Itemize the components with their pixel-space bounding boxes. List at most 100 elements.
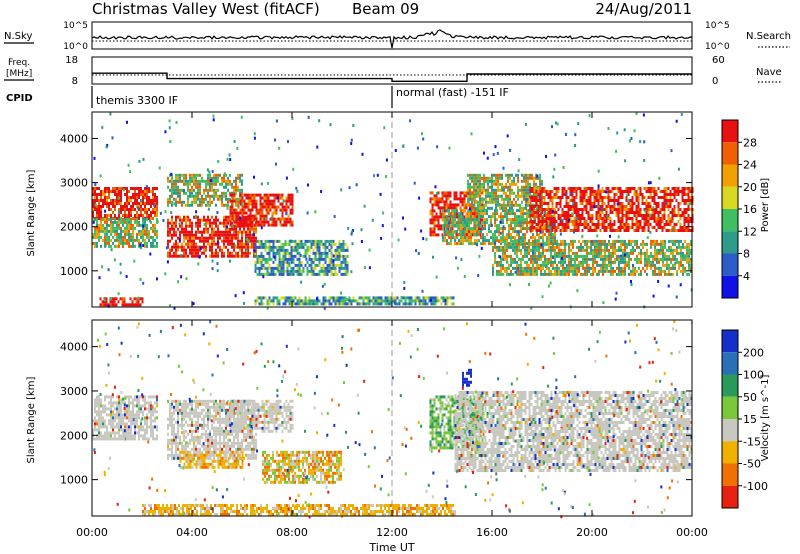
heatmap-cell [494, 224, 496, 228]
heatmap-cell [485, 176, 487, 180]
heatmap-cell [585, 223, 588, 226]
heatmap-cell [272, 251, 275, 255]
heatmap-cell [213, 230, 215, 234]
heatmap-cell [110, 220, 112, 224]
heatmap-cell [356, 299, 359, 303]
heatmap-cell [539, 176, 541, 180]
heatmap-cell [533, 226, 536, 229]
heatmap-cell [512, 212, 514, 216]
heatmap-cell [416, 296, 419, 300]
heatmap-cell [175, 221, 177, 225]
heatmap-cell [284, 254, 287, 258]
heatmap-cell [675, 193, 678, 196]
heatmap-cell [146, 223, 148, 227]
heatmap-cell [183, 227, 185, 231]
heatmap-cell [142, 235, 144, 239]
heatmap-cell [142, 196, 144, 199]
heatmap-cell [213, 188, 215, 192]
heatmap-cell [617, 217, 620, 220]
heatmap-cell [342, 239, 345, 243]
heatmap-cell [254, 254, 257, 258]
heatmap-cell [670, 239, 672, 243]
heatmap-cell [126, 190, 128, 193]
heatmap-cell [432, 299, 435, 303]
heatmap-cell [514, 224, 516, 228]
heatmap-cell [223, 230, 225, 234]
heatmap-cell [195, 248, 197, 252]
heatmap-cell [544, 218, 546, 222]
heatmap-cell [96, 196, 98, 199]
heatmap-cell [554, 272, 556, 276]
heatmap-cell [470, 218, 472, 222]
heatmap-cell [263, 193, 266, 197]
heatmap-cell [624, 242, 626, 246]
heatmap-cell [130, 238, 132, 242]
heatmap-cell [260, 257, 263, 261]
heatmap-cell [328, 257, 331, 261]
heatmap-cell [467, 197, 469, 201]
heatmap-cell [514, 239, 516, 243]
heatmap-cell [144, 226, 146, 230]
heatmap-cell [296, 257, 299, 261]
heatmap-cell [638, 245, 640, 249]
heatmap-cell [688, 242, 690, 246]
heatmap-cell [360, 302, 363, 306]
heatmap-cell [569, 217, 572, 220]
heatmap-cell [467, 200, 469, 204]
heatmap-cell [620, 266, 622, 270]
heatmap-cell [320, 251, 323, 255]
heatmap-cell [132, 235, 134, 239]
heatmap-cell [586, 248, 588, 252]
heatmap-cell [129, 297, 132, 301]
heatmap-cell [124, 202, 126, 205]
heatmap-cell [506, 245, 508, 249]
heatmap-cell [603, 190, 606, 193]
heatmap-cell [575, 223, 578, 226]
heatmap-cell [98, 238, 100, 242]
heatmap-cell [237, 223, 240, 227]
heatmap-cell [241, 242, 243, 246]
heatmap-cell [484, 224, 486, 228]
heatmap-cell [662, 257, 664, 261]
heatmap-cell [272, 245, 275, 249]
heatmap-cell [477, 191, 479, 195]
heatmap-cell [273, 223, 276, 227]
heatmap-cell [346, 245, 349, 249]
heatmap-cell [605, 187, 608, 190]
heatmap-cell [374, 296, 377, 300]
heatmap-cell [529, 176, 531, 180]
heatmap-cell [522, 266, 524, 270]
heatmap-cell [130, 205, 132, 208]
heatmap-cell [483, 179, 485, 183]
heatmap-cell [181, 230, 183, 234]
heatmap-cell [470, 239, 472, 243]
heatmap-cell [110, 232, 112, 236]
heatmap-cell [288, 263, 291, 267]
heatmap-cell [260, 299, 263, 303]
heatmap-cell [535, 176, 537, 180]
heatmap-cell [466, 239, 468, 243]
heatmap-cell [567, 205, 570, 208]
heatmap-cell [195, 173, 197, 177]
heatmap-cell [551, 220, 554, 223]
heatmap-cell [144, 223, 146, 227]
heatmap-cell [443, 215, 446, 219]
heatmap-cell [219, 197, 221, 201]
heatmap-cell [545, 217, 548, 220]
heatmap-cell [543, 202, 546, 205]
heatmap-cell [233, 193, 236, 197]
heatmap-cell [284, 269, 287, 273]
heatmap-cell [140, 211, 142, 214]
heatmap-cell [443, 209, 446, 213]
heatmap-cell [561, 211, 564, 214]
heatmap-cell [237, 254, 239, 258]
heatmap-cell [686, 248, 688, 252]
heatmap-cell [551, 190, 554, 193]
heatmap-cell [118, 238, 120, 242]
heatmap-cell [169, 179, 171, 183]
heatmap-cell [300, 260, 303, 264]
heatmap-cell [239, 202, 242, 206]
heatmap-cell [557, 223, 560, 226]
heatmap-cell [582, 266, 584, 270]
heatmap-cell [183, 239, 185, 243]
